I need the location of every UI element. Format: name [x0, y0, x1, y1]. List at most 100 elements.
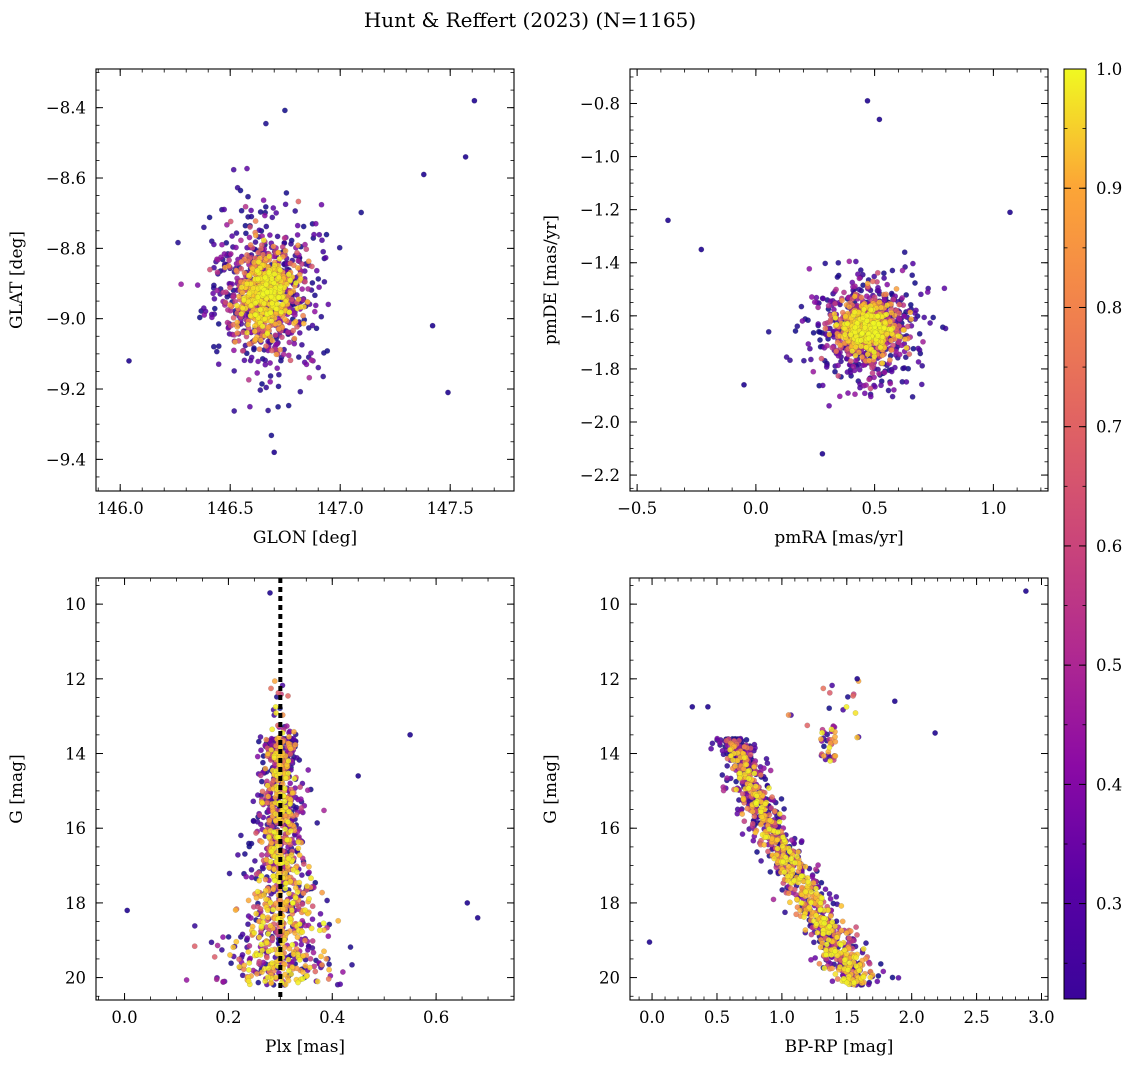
data-point	[278, 309, 285, 315]
data-point	[879, 360, 886, 367]
x-tick-label: 146.0	[97, 499, 144, 518]
data-point	[838, 903, 845, 909]
data-point	[826, 923, 833, 930]
data-point	[287, 745, 294, 752]
data-point-outlier	[124, 907, 131, 914]
data-point	[269, 935, 276, 941]
data-point	[244, 935, 251, 942]
data-point	[846, 303, 853, 310]
data-point	[295, 198, 302, 205]
data-point	[254, 267, 261, 274]
data-point-outlier	[646, 939, 653, 945]
data-point	[289, 900, 296, 906]
data-point	[913, 307, 919, 314]
data-point	[754, 849, 760, 855]
data-point	[841, 289, 847, 296]
data-point	[262, 203, 269, 210]
data-point	[780, 834, 786, 841]
data-point	[724, 763, 731, 769]
data-point	[239, 305, 246, 311]
data-point	[233, 230, 240, 237]
panel-glon-glat: 146.0 146.5 147.0 147.5−9.4−9.2−9.0−8.8−8.6…	[7, 68, 515, 548]
data-point	[802, 927, 809, 933]
data-point	[908, 316, 915, 322]
data-point	[881, 369, 888, 376]
data-point	[262, 887, 269, 894]
data-point	[799, 318, 806, 324]
data-point-outlier	[891, 698, 898, 705]
data-point	[236, 293, 242, 300]
colorbar-tick-label: 0.6	[1096, 537, 1122, 556]
data-point	[896, 301, 903, 308]
data-point	[798, 838, 805, 844]
data-point	[822, 325, 829, 332]
data-point	[245, 897, 252, 904]
data-point	[852, 710, 859, 716]
data-point	[247, 224, 253, 230]
data-point	[252, 232, 259, 239]
data-point	[291, 340, 298, 347]
data-point	[265, 931, 272, 937]
data-point-outlier	[819, 450, 826, 457]
data-point	[282, 316, 288, 323]
data-point	[337, 981, 344, 988]
data-point	[210, 343, 217, 350]
data-point	[853, 954, 860, 961]
data-point	[317, 910, 324, 917]
data-point	[895, 332, 901, 339]
data-point	[282, 826, 288, 832]
data-point	[927, 320, 933, 326]
data-point	[246, 960, 253, 966]
data-point	[248, 866, 255, 873]
colorbar: 0.30.40.50.60.70.80.91.0	[1063, 60, 1122, 1000]
data-point	[234, 319, 241, 326]
data-point	[786, 848, 793, 855]
data-point	[264, 330, 271, 337]
data-point	[272, 704, 279, 710]
data-point	[844, 320, 851, 327]
data-point	[234, 330, 241, 336]
data-point	[819, 382, 826, 389]
data-point	[888, 346, 895, 353]
data-point	[266, 232, 273, 239]
data-point	[258, 873, 265, 879]
data-point	[771, 808, 778, 815]
data-point	[853, 258, 859, 265]
data-point	[822, 886, 829, 893]
x-tick-label: 1.0	[769, 1008, 795, 1027]
data-point	[741, 754, 748, 761]
data-point	[320, 349, 327, 356]
data-point	[211, 305, 218, 312]
data-point	[227, 218, 234, 225]
data-point	[291, 775, 298, 782]
data-point	[776, 811, 783, 817]
data-point	[292, 741, 299, 748]
data-point	[306, 869, 312, 876]
data-point	[268, 685, 274, 692]
data-point	[283, 880, 290, 886]
data-point	[252, 311, 259, 318]
data-point	[238, 284, 245, 291]
data-point	[874, 269, 881, 276]
data-point	[220, 934, 226, 940]
data-point	[245, 193, 251, 200]
data-point	[241, 851, 248, 857]
data-point	[252, 239, 259, 246]
data-point	[820, 931, 826, 937]
data-point	[271, 754, 278, 761]
data-point	[259, 914, 266, 920]
colorbar-gradient	[1063, 68, 1087, 1000]
data-point	[339, 969, 346, 975]
data-point	[863, 344, 870, 351]
data-point	[881, 275, 887, 281]
x-tick-label: 0.5	[862, 499, 888, 518]
data-point	[813, 866, 819, 873]
data-point	[263, 384, 270, 391]
data-point	[295, 979, 301, 986]
data-point	[309, 916, 316, 923]
data-point	[243, 280, 250, 287]
data-point	[816, 960, 823, 967]
data-point	[287, 828, 294, 834]
data-point	[295, 257, 302, 264]
data-point	[837, 941, 844, 948]
